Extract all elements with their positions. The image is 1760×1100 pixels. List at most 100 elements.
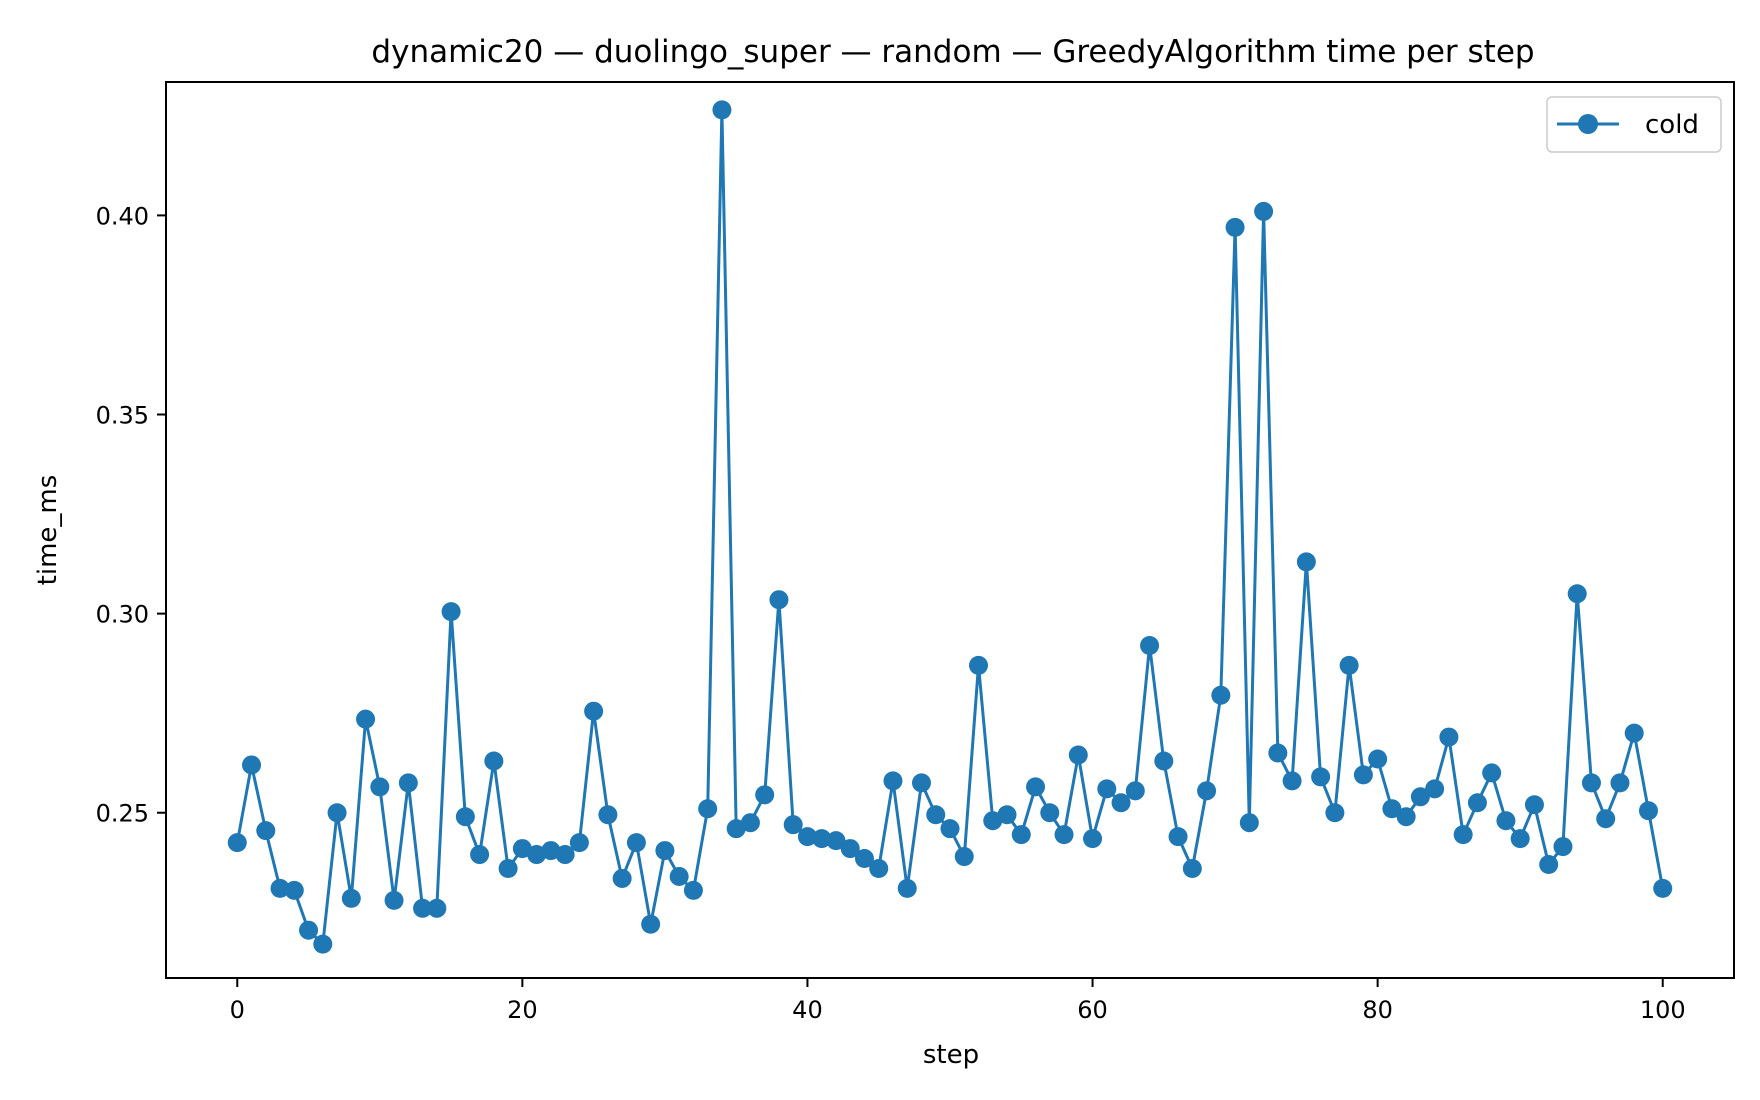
data-point <box>926 805 945 824</box>
data-point <box>1040 803 1059 822</box>
data-point <box>1653 879 1672 898</box>
data-point <box>712 100 731 119</box>
y-axis-label: time_ms <box>33 475 63 586</box>
data-point <box>299 921 318 940</box>
data-point <box>1568 584 1587 603</box>
x-tick-label: 20 <box>507 996 538 1024</box>
data-point <box>598 805 617 824</box>
data-point <box>1625 724 1644 743</box>
data-point <box>1240 813 1259 832</box>
data-point <box>356 710 375 729</box>
data-point <box>484 751 503 770</box>
data-point <box>1254 202 1273 221</box>
data-point <box>898 879 917 898</box>
data-point <box>998 805 1017 824</box>
data-point <box>1439 728 1458 747</box>
data-point <box>1340 656 1359 675</box>
data-point <box>1468 793 1487 812</box>
data-point <box>499 859 518 878</box>
data-point <box>1055 825 1074 844</box>
x-tick-label: 60 <box>1077 996 1108 1024</box>
data-point <box>456 807 475 826</box>
data-point <box>641 915 660 934</box>
y-tick-label: 0.35 <box>96 402 149 430</box>
data-point <box>328 803 347 822</box>
data-point <box>256 821 275 840</box>
data-point <box>1582 773 1601 792</box>
data-point <box>1097 779 1116 798</box>
data-point <box>1297 552 1316 571</box>
data-point <box>741 813 760 832</box>
data-point <box>1639 801 1658 820</box>
data-point <box>969 656 988 675</box>
data-point <box>1482 763 1501 782</box>
legend-label-cold: cold <box>1645 110 1699 140</box>
data-point <box>1126 781 1145 800</box>
data-point <box>1026 777 1045 796</box>
data-point <box>1397 807 1416 826</box>
data-point <box>769 590 788 609</box>
data-point <box>1454 825 1473 844</box>
x-tick-label: 0 <box>230 996 245 1024</box>
legend: cold <box>1547 97 1721 152</box>
data-point <box>1596 809 1615 828</box>
data-point <box>285 881 304 900</box>
data-point <box>470 845 489 864</box>
data-point <box>1012 825 1031 844</box>
data-point <box>1283 771 1302 790</box>
data-point <box>242 755 261 774</box>
data-point <box>1525 795 1544 814</box>
data-point <box>1211 686 1230 705</box>
data-point <box>427 899 446 918</box>
data-point <box>627 833 646 852</box>
data-point <box>1268 744 1287 763</box>
data-point <box>442 602 461 621</box>
x-axis-label: step <box>923 1040 979 1070</box>
data-point <box>1354 765 1373 784</box>
data-point <box>1083 829 1102 848</box>
legend-marker <box>1578 114 1598 134</box>
data-point <box>1197 781 1216 800</box>
data-point <box>941 819 960 838</box>
data-point <box>869 859 888 878</box>
data-point <box>1368 749 1387 768</box>
data-point <box>883 771 902 790</box>
data-point <box>399 773 418 792</box>
data-point <box>1311 767 1330 786</box>
data-point <box>1496 811 1515 830</box>
data-point <box>584 702 603 721</box>
data-point <box>1425 779 1444 798</box>
data-point <box>1610 773 1629 792</box>
data-point <box>1511 829 1530 848</box>
y-tick-label: 0.25 <box>96 800 149 828</box>
data-point <box>228 833 247 852</box>
data-point <box>1183 859 1202 878</box>
x-tick-label: 100 <box>1640 996 1686 1024</box>
chart-title: dynamic20 — duolingo_super — random — Gr… <box>371 34 1534 70</box>
data-point <box>1226 218 1245 237</box>
data-point <box>342 889 361 908</box>
y-tick-label: 0.30 <box>96 601 149 629</box>
data-point <box>1154 751 1173 770</box>
data-point <box>613 869 632 888</box>
data-point <box>670 867 689 886</box>
data-point <box>698 799 717 818</box>
data-point <box>385 891 404 910</box>
data-point <box>1553 837 1572 856</box>
data-point <box>1539 855 1558 874</box>
data-point <box>1325 803 1344 822</box>
data-point <box>1140 636 1159 655</box>
data-point <box>1169 827 1188 846</box>
data-point <box>655 841 674 860</box>
data-point <box>570 833 589 852</box>
x-tick-label: 40 <box>792 996 823 1024</box>
x-tick-label: 80 <box>1362 996 1393 1024</box>
data-point <box>370 777 389 796</box>
data-point <box>313 935 332 954</box>
data-point <box>1069 745 1088 764</box>
y-tick-label: 0.40 <box>96 202 149 230</box>
data-point <box>755 785 774 804</box>
data-point <box>912 773 931 792</box>
